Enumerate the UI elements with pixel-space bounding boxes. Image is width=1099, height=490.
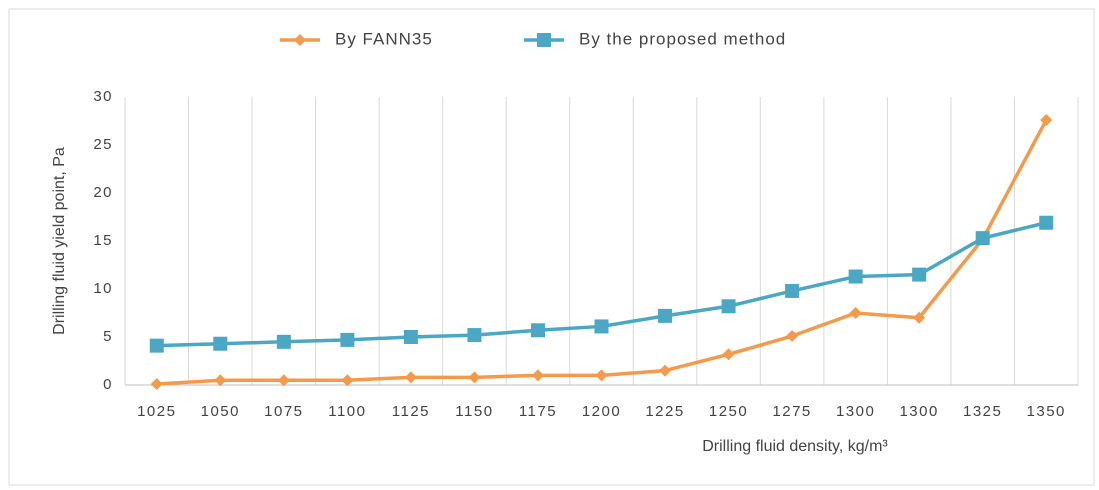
x-tick-label: 1175: [519, 403, 557, 420]
x-tick-label: 1125: [392, 403, 430, 420]
y-tick-label: 20: [93, 184, 113, 201]
marker: [594, 319, 609, 334]
marker: [341, 374, 354, 387]
y-tick-label: 25: [93, 136, 113, 153]
marker: [913, 311, 926, 324]
marker: [658, 308, 673, 323]
x-tick-label: 1225: [645, 403, 684, 420]
x-tick-label: 1275: [772, 403, 811, 420]
x-tick-label: 1250: [709, 403, 748, 420]
marker: [531, 369, 544, 382]
marker: [276, 334, 291, 349]
marker: [721, 299, 736, 314]
x-tick-label: 1300: [836, 403, 875, 420]
x-tick-label: 1100: [328, 403, 366, 420]
y-tick-label: 15: [93, 232, 113, 249]
y-tick-label: 5: [103, 328, 113, 345]
y-axis-title: Drilling fluid yield point, Pa: [51, 147, 68, 335]
marker: [975, 231, 990, 246]
marker: [785, 283, 800, 298]
marker: [786, 330, 799, 343]
marker: [659, 364, 672, 377]
y-tick-label: 0: [103, 376, 113, 393]
marker: [403, 330, 418, 344]
chart-border: [8, 8, 1095, 486]
x-tick-label: 1300: [899, 403, 938, 420]
x-tick-label: 1075: [264, 403, 303, 420]
x-tick-label: 1200: [582, 403, 621, 420]
x-tick-label: 1325: [963, 403, 1002, 420]
marker: [595, 369, 608, 382]
legend-label: By FANN35: [335, 29, 433, 48]
marker: [468, 371, 481, 384]
marker: [340, 332, 355, 347]
x-tick-label: 1025: [137, 403, 176, 420]
marker: [848, 269, 863, 284]
marker: [849, 307, 862, 319]
marker: [537, 33, 551, 47]
marker: [1039, 215, 1054, 230]
marker: [150, 378, 163, 391]
marker: [467, 328, 482, 343]
legend-label: By the proposed method: [579, 29, 786, 48]
y-tick-label: 30: [93, 88, 113, 105]
marker: [404, 371, 417, 384]
marker: [1040, 114, 1053, 127]
marker: [722, 348, 735, 361]
y-tick-label: 10: [93, 280, 113, 297]
x-tick-label: 1350: [1027, 403, 1066, 420]
marker: [149, 338, 164, 353]
marker: [277, 374, 290, 387]
marker: [530, 323, 545, 338]
marker: [213, 336, 228, 351]
x-tick-label: 1050: [201, 403, 240, 420]
x-axis-title: Drilling fluid density, kg/m³: [702, 438, 888, 455]
marker: [214, 374, 227, 387]
marker: [912, 267, 927, 282]
x-tick-label: 1150: [455, 403, 493, 420]
marker: [294, 34, 306, 46]
